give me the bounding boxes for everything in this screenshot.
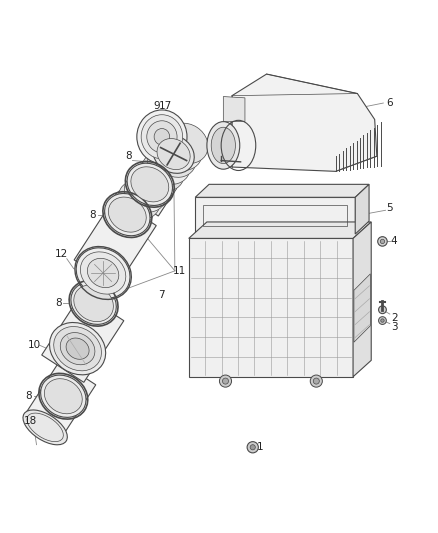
Text: 4: 4 <box>391 237 397 246</box>
Text: 18: 18 <box>24 416 38 426</box>
Text: 8: 8 <box>55 298 61 308</box>
Ellipse shape <box>127 163 173 205</box>
Ellipse shape <box>49 322 106 375</box>
Polygon shape <box>42 293 124 382</box>
Polygon shape <box>124 135 196 216</box>
Ellipse shape <box>154 128 170 145</box>
Circle shape <box>247 442 258 453</box>
Polygon shape <box>354 274 371 342</box>
Ellipse shape <box>142 152 184 191</box>
Circle shape <box>313 378 319 384</box>
Text: 12: 12 <box>55 249 68 260</box>
Polygon shape <box>195 197 355 234</box>
Text: 8: 8 <box>25 391 32 401</box>
Ellipse shape <box>66 338 89 359</box>
Ellipse shape <box>105 193 150 236</box>
Circle shape <box>250 445 255 450</box>
Polygon shape <box>195 184 369 197</box>
Ellipse shape <box>88 259 119 288</box>
Ellipse shape <box>131 167 169 202</box>
Text: 7: 7 <box>159 289 165 300</box>
Ellipse shape <box>60 333 95 365</box>
Ellipse shape <box>113 188 154 226</box>
Circle shape <box>223 378 229 384</box>
Circle shape <box>310 375 322 387</box>
Text: 3: 3 <box>391 322 397 332</box>
Circle shape <box>380 239 385 244</box>
Polygon shape <box>223 96 245 122</box>
Text: 8: 8 <box>89 209 96 220</box>
Polygon shape <box>355 184 369 234</box>
Text: 17: 17 <box>158 101 172 111</box>
Ellipse shape <box>76 248 130 298</box>
Ellipse shape <box>211 127 236 164</box>
Ellipse shape <box>157 139 190 169</box>
Circle shape <box>378 237 387 246</box>
Ellipse shape <box>23 410 67 445</box>
Circle shape <box>381 319 384 322</box>
Text: 9: 9 <box>153 101 159 111</box>
Ellipse shape <box>148 144 190 184</box>
Polygon shape <box>230 74 377 172</box>
Polygon shape <box>189 222 371 238</box>
Ellipse shape <box>41 375 86 417</box>
Circle shape <box>378 306 386 313</box>
Ellipse shape <box>141 115 183 159</box>
Ellipse shape <box>165 123 208 164</box>
Ellipse shape <box>207 122 240 169</box>
Ellipse shape <box>153 138 196 177</box>
Ellipse shape <box>147 121 177 153</box>
Ellipse shape <box>153 135 194 173</box>
Ellipse shape <box>159 130 202 171</box>
Ellipse shape <box>108 197 146 232</box>
Polygon shape <box>353 222 371 377</box>
Text: 11: 11 <box>173 266 186 276</box>
Text: 6: 6 <box>386 98 393 108</box>
Ellipse shape <box>124 173 166 212</box>
Circle shape <box>219 375 232 387</box>
Circle shape <box>378 317 386 325</box>
Text: 2: 2 <box>391 312 397 322</box>
Ellipse shape <box>74 285 113 321</box>
Text: 1: 1 <box>257 442 263 453</box>
Polygon shape <box>74 198 156 287</box>
Text: 10: 10 <box>27 340 40 350</box>
Ellipse shape <box>137 110 187 164</box>
Ellipse shape <box>54 327 102 371</box>
Ellipse shape <box>71 282 117 325</box>
Polygon shape <box>27 361 96 435</box>
Text: 5: 5 <box>386 203 393 213</box>
Ellipse shape <box>44 379 82 414</box>
Polygon shape <box>189 238 353 377</box>
Text: 8: 8 <box>125 151 131 161</box>
Ellipse shape <box>130 166 172 205</box>
Ellipse shape <box>136 159 178 198</box>
Ellipse shape <box>81 252 126 294</box>
Ellipse shape <box>119 180 160 219</box>
